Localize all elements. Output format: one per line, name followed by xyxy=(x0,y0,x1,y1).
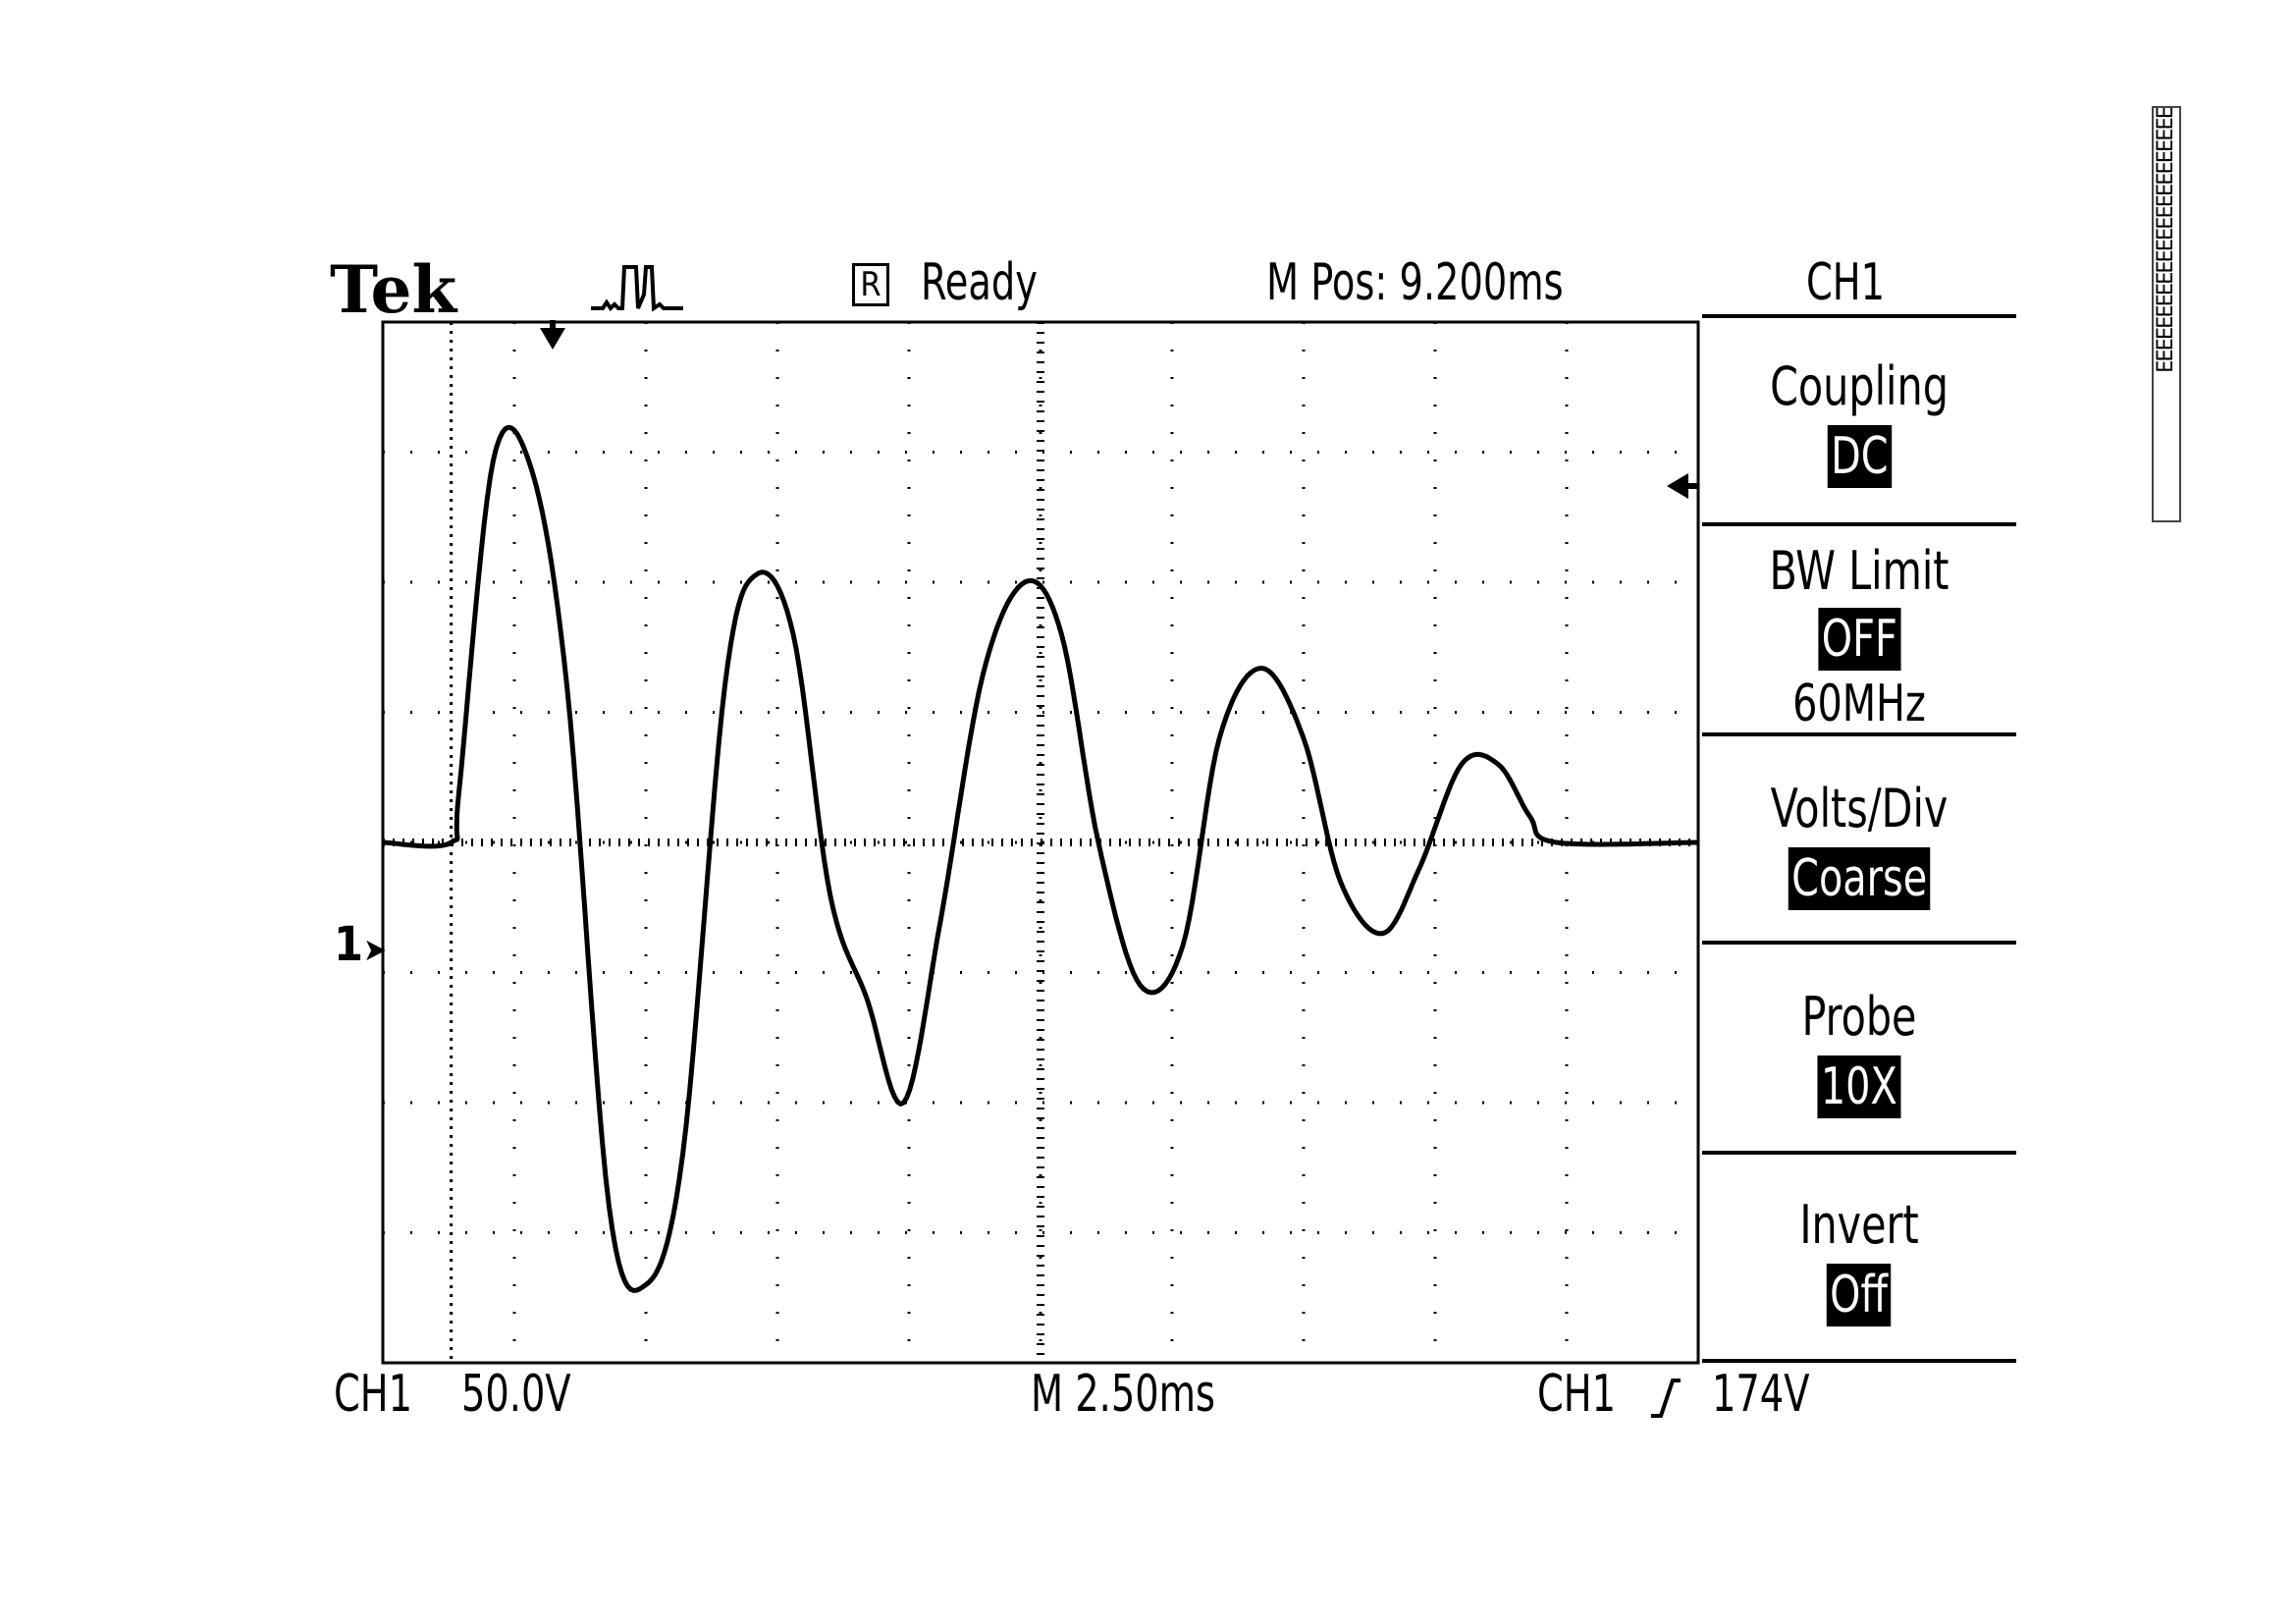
status-text: Ready xyxy=(921,253,1038,312)
menu-button-probe[interactable]: Probe 10X xyxy=(1702,986,2016,1118)
menu-separator xyxy=(1702,732,2016,736)
menu-button-volts-div[interactable]: Volts/Div Coarse xyxy=(1702,778,2016,910)
ch1-label: CH1 xyxy=(334,1365,413,1424)
status-badge: R xyxy=(852,263,889,306)
timebase-readout: M 2.50ms xyxy=(1031,1365,1216,1424)
waveform-display xyxy=(381,320,1700,1365)
menu-separator xyxy=(1702,1359,2016,1363)
ch1-waveform xyxy=(382,424,1699,1293)
menu-button-invert[interactable]: Invert Off xyxy=(1702,1194,2016,1326)
trigger-source: CH1 xyxy=(1537,1365,1617,1424)
menu-separator xyxy=(1702,941,2016,945)
horizontal-position-readout: M Pos: 9.200ms xyxy=(1266,253,1564,312)
ground-marker: 1➤ xyxy=(334,917,388,972)
pulse-trigger-icon xyxy=(591,265,683,312)
menu-separator xyxy=(1702,314,2016,318)
menu-channel-title: CH1 xyxy=(1806,253,1886,312)
menu-button-subvalue: 60MHz xyxy=(1792,675,1926,733)
margin-code-strip: EEEEEEEEEEEEEEEEEEEEEEEE xyxy=(2152,106,2181,522)
ch1-volts-per-div: 50.0V xyxy=(461,1365,571,1424)
rising-edge-icon xyxy=(1651,1379,1681,1418)
trigger-level-marker-icon xyxy=(1667,473,1698,499)
tek-logo: Tek xyxy=(330,251,457,328)
menu-button-label: Volts/Div xyxy=(1770,778,1949,839)
menu-button-label: Invert xyxy=(1799,1194,1919,1256)
menu-separator xyxy=(1702,522,2016,526)
center-axes xyxy=(383,322,1698,1363)
menu-button-value: 10X xyxy=(1817,1055,1901,1118)
menu-button-label: Probe xyxy=(1801,986,1917,1048)
ground-arrow-icon: ➤ xyxy=(363,931,388,968)
menu-button-label: BW Limit xyxy=(1769,540,1949,602)
menu-button-value: DC xyxy=(1827,425,1892,488)
menu-separator xyxy=(1702,1151,2016,1155)
trigger-level-readout: 174V xyxy=(1712,1365,1810,1424)
menu-button-coupling[interactable]: Coupling DC xyxy=(1702,355,2016,488)
menu-button-bw-limit[interactable]: BW Limit OFF 60MHz xyxy=(1702,540,2016,733)
menu-button-value: OFF xyxy=(1818,608,1900,671)
menu-button-value: Coarse xyxy=(1788,847,1931,910)
menu-button-value: Off xyxy=(1827,1264,1892,1326)
menu-button-label: Coupling xyxy=(1770,355,1949,417)
trigger-position-marker-icon xyxy=(540,320,565,350)
